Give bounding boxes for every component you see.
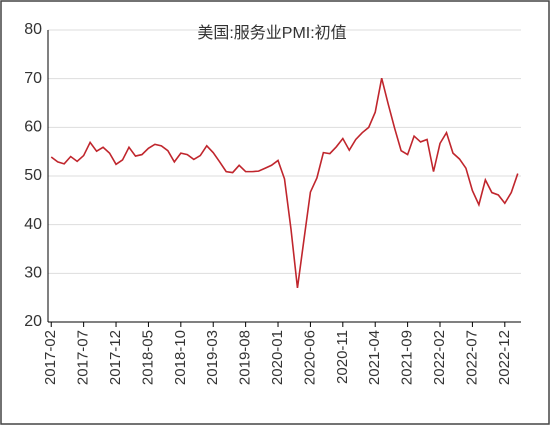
x-tick-label: 2021-09 bbox=[399, 330, 416, 385]
x-tick-label: 2017-12 bbox=[107, 330, 124, 385]
chart-title: 美国:服务业PMI:初值 bbox=[197, 24, 346, 42]
x-tick-label: 2019-08 bbox=[237, 330, 254, 385]
y-tick-label: 50 bbox=[24, 167, 42, 184]
y-tick-label: 30 bbox=[24, 265, 42, 282]
x-tick-label: 2022-12 bbox=[496, 330, 513, 385]
x-tick-label: 2017-02 bbox=[42, 330, 59, 385]
x-tick-label: 2017-07 bbox=[75, 330, 92, 385]
y-tick-label: 20 bbox=[24, 313, 42, 330]
y-tick-label: 60 bbox=[24, 119, 42, 136]
x-tick-label: 2018-10 bbox=[172, 330, 189, 385]
x-tick-label: 2020-06 bbox=[301, 330, 318, 385]
x-tick-label: 2021-04 bbox=[366, 330, 383, 385]
x-tick-label: 2022-07 bbox=[463, 330, 480, 385]
y-tick-label: 80 bbox=[24, 21, 42, 38]
data-line bbox=[50, 77, 519, 289]
y-tick-label: 40 bbox=[24, 216, 42, 233]
x-tick-label: 2020-01 bbox=[269, 330, 286, 385]
y-tick-label: 70 bbox=[24, 70, 42, 87]
x-tick-label: 2022-02 bbox=[431, 330, 448, 385]
x-tick-label: 2020-11 bbox=[334, 330, 351, 384]
axes bbox=[47, 30, 521, 327]
x-tick-label: 2018-05 bbox=[139, 330, 156, 385]
x-tick-label: 2019-03 bbox=[204, 330, 221, 385]
